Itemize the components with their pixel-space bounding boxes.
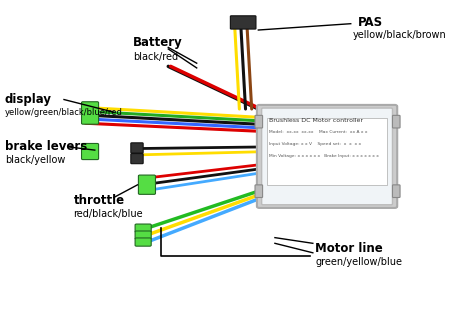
- FancyBboxPatch shape: [82, 143, 99, 160]
- Text: yellow/green/black/blue/red: yellow/green/black/blue/red: [5, 108, 123, 117]
- FancyBboxPatch shape: [255, 185, 263, 198]
- Text: PAS: PAS: [358, 15, 383, 29]
- Text: Min Voltage: x x x x x x   Brake Input: x x x x x x x: Min Voltage: x x x x x x Brake Input: x …: [269, 154, 379, 158]
- FancyBboxPatch shape: [267, 118, 387, 185]
- FancyBboxPatch shape: [135, 231, 151, 239]
- FancyBboxPatch shape: [257, 105, 397, 208]
- Text: black/red: black/red: [133, 52, 178, 62]
- FancyBboxPatch shape: [135, 238, 151, 246]
- FancyBboxPatch shape: [230, 16, 256, 29]
- Text: green/yellow/blue: green/yellow/blue: [315, 257, 402, 267]
- FancyBboxPatch shape: [131, 143, 143, 153]
- FancyBboxPatch shape: [392, 115, 400, 128]
- FancyBboxPatch shape: [255, 115, 263, 128]
- Text: Motor line: Motor line: [315, 241, 383, 255]
- Text: Input Voltage: x x V    Speed set:  x  x  x x: Input Voltage: x x V Speed set: x x x x: [269, 142, 361, 146]
- Text: Brushless DC Motor controller: Brushless DC Motor controller: [269, 118, 363, 124]
- FancyBboxPatch shape: [131, 154, 143, 164]
- FancyBboxPatch shape: [82, 102, 99, 124]
- FancyBboxPatch shape: [138, 175, 155, 194]
- Text: red/black/blue: red/black/blue: [73, 209, 143, 219]
- Text: display: display: [5, 93, 52, 106]
- Text: yellow/black/brown: yellow/black/brown: [353, 30, 447, 40]
- Text: black/yellow: black/yellow: [5, 155, 65, 165]
- FancyBboxPatch shape: [262, 108, 392, 205]
- Text: throttle: throttle: [73, 194, 125, 207]
- FancyBboxPatch shape: [135, 224, 151, 232]
- Text: brake levers: brake levers: [5, 140, 87, 154]
- Text: Battery: Battery: [133, 36, 182, 49]
- Text: Model:  xx-xx  xx-xx    Max Current:  xx A x x: Model: xx-xx xx-xx Max Current: xx A x x: [269, 130, 367, 134]
- FancyBboxPatch shape: [392, 185, 400, 198]
